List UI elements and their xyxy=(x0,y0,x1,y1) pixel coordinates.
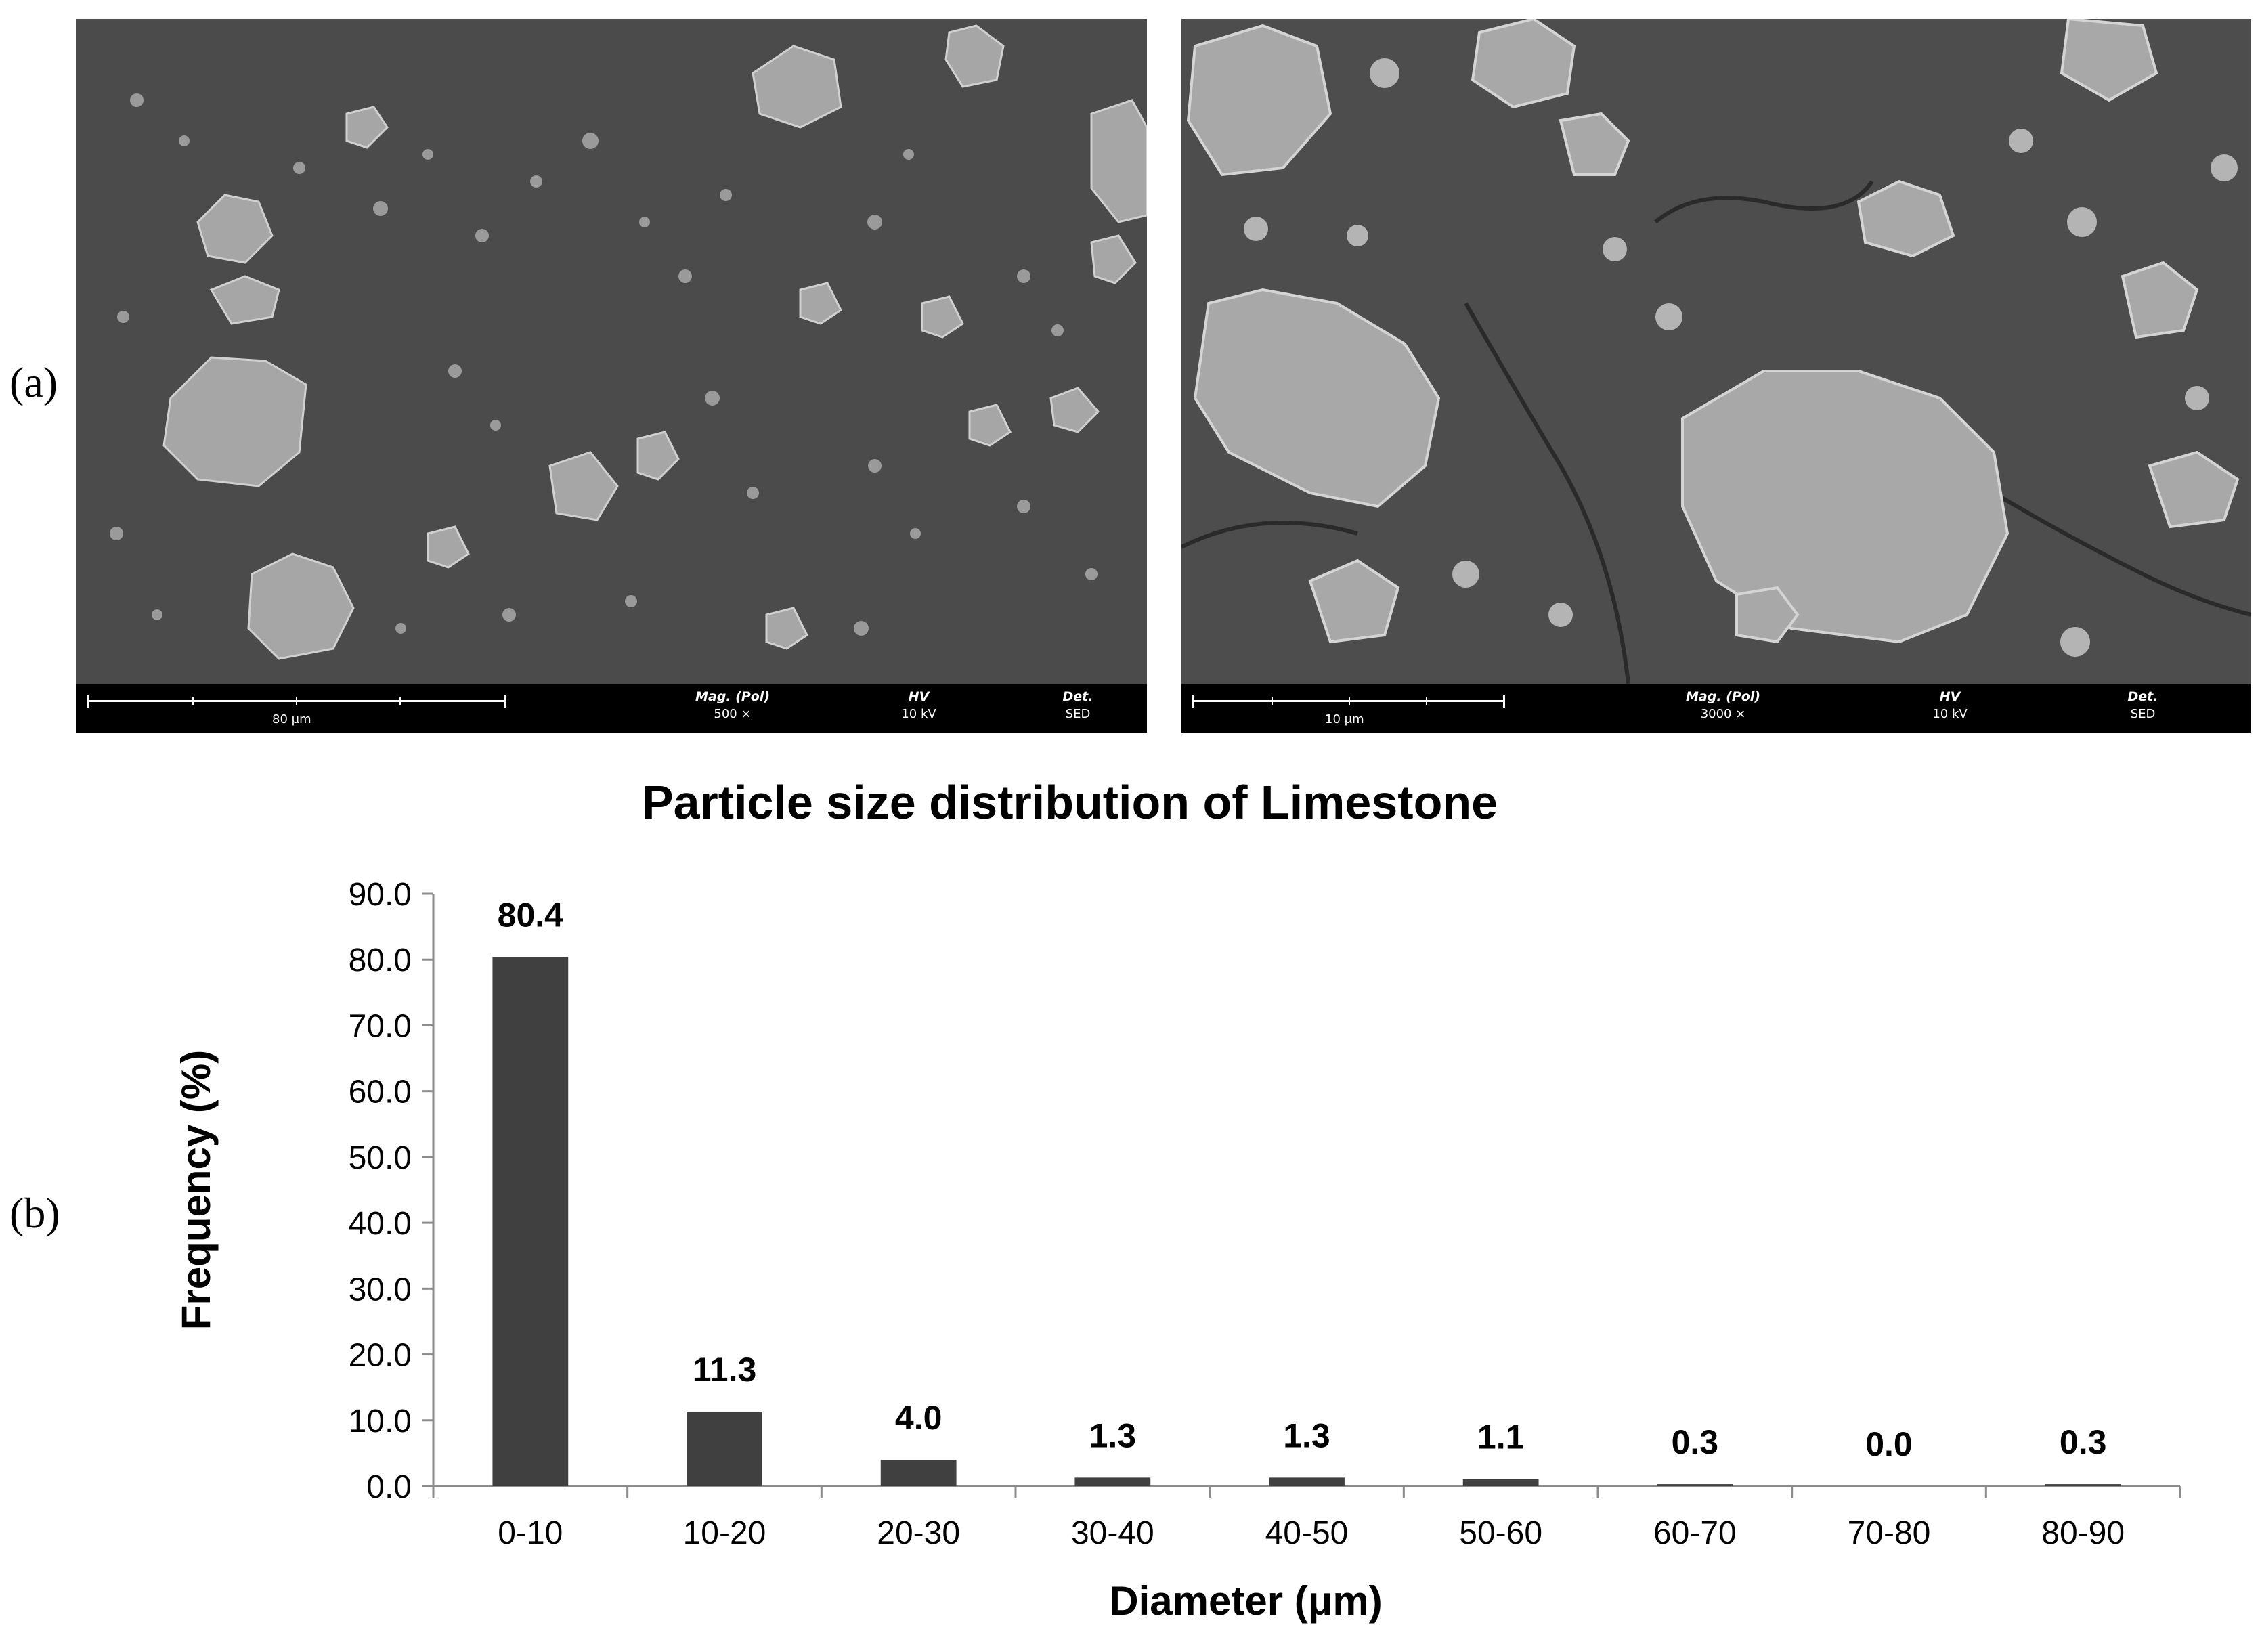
hv-column-left: HV 10 kV xyxy=(868,689,970,721)
bar-chart: 0.0 10.0 20.0 30.0 40.0 50.0 60.0 70.0 80.0 90.0 0… xyxy=(173,877,2181,1624)
y-tick-label: 70.0 xyxy=(349,1008,412,1044)
data-label: 11.3 xyxy=(693,1351,757,1389)
scale-text-right: 10 μm xyxy=(1325,712,1364,726)
x-tick-label: 20-30 xyxy=(877,1515,960,1551)
bar-10-20 xyxy=(687,1412,762,1486)
x-tick-label: 60-70 xyxy=(1653,1515,1737,1551)
y-tick-label: 0.0 xyxy=(366,1469,412,1505)
sem-image-500x: 80 μm Mag. (Pol) 500 × HV 10 kV Det. SED xyxy=(76,19,1147,733)
y-tick-label: 90.0 xyxy=(349,877,412,913)
sem-image-3000x: 10 μm Mag. (Pol) 3000 × HV 10 kV Det. SE… xyxy=(1181,19,2251,733)
x-tick-label: 10-20 xyxy=(683,1515,766,1551)
bar-40-50 xyxy=(1269,1477,1345,1486)
data-label: 0.0 xyxy=(1865,1425,1913,1463)
x-tick-label: 70-80 xyxy=(1848,1515,1931,1551)
x-tick-label: 80-90 xyxy=(2041,1515,2125,1551)
mag-header-left: Mag. (Pol) xyxy=(695,689,770,704)
det-header-right: Det. xyxy=(2127,689,2158,704)
sem-databar-right: 10 μm Mag. (Pol) 3000 × HV 10 kV Det. SE… xyxy=(1181,684,2251,733)
det-header-left: Det. xyxy=(1062,689,1093,704)
sem-particles-left xyxy=(76,19,1147,684)
hv-column-right: HV 10 kV xyxy=(1899,689,2001,721)
data-label: 1.3 xyxy=(1283,1416,1330,1454)
bar-80-90 xyxy=(2045,1484,2121,1486)
y-tick-label: 40.0 xyxy=(349,1206,412,1242)
mag-column-left: Mag. (Pol) 500 × xyxy=(665,689,800,721)
det-column-right: Det. SED xyxy=(2102,689,2183,721)
sem-micrograph-left xyxy=(76,19,1147,684)
y-tick-label: 20.0 xyxy=(349,1338,412,1374)
x-tick-label: 30-40 xyxy=(1071,1515,1154,1551)
mag-header-right: Mag. (Pol) xyxy=(1685,689,1761,704)
data-label: 80.4 xyxy=(498,896,564,934)
bar-60-70 xyxy=(1657,1484,1733,1486)
bar-0-10 xyxy=(492,957,569,1486)
bar-30-40 xyxy=(1074,1477,1151,1486)
bar-20-30 xyxy=(880,1460,957,1486)
y-tick-label: 30.0 xyxy=(349,1271,412,1307)
sem-micrograph-right xyxy=(1181,19,2251,684)
x-axis-title: Diameter (μm) xyxy=(1109,1578,1382,1624)
det-value-left: SED xyxy=(1065,707,1091,721)
x-tick-label: 40-50 xyxy=(1265,1515,1349,1551)
data-label: 0.3 xyxy=(2060,1423,2107,1461)
mag-value-right: 3000 × xyxy=(1700,707,1746,721)
det-value-right: SED xyxy=(2130,707,2156,721)
data-label: 1.1 xyxy=(1477,1418,1525,1456)
y-tick-label: 50.0 xyxy=(349,1140,412,1176)
scale-text-left: 80 μm xyxy=(272,712,311,726)
y-tick-label: 10.0 xyxy=(349,1404,412,1439)
scale-bar-10um xyxy=(1192,695,1505,708)
data-label: 0.3 xyxy=(1672,1423,1719,1461)
data-label: 4.0 xyxy=(895,1399,942,1437)
chart-title: Particle size distribution of Limestone xyxy=(641,776,1498,829)
x-tick-label: 0-10 xyxy=(498,1515,563,1551)
chart-panel: Particle size distribution of Limestone … xyxy=(0,745,2260,1652)
scale-bar-80um xyxy=(87,695,506,708)
hv-header-right: HV xyxy=(1939,689,1961,704)
mag-column-right: Mag. (Pol) 3000 × xyxy=(1655,689,1791,721)
hv-value-right: 10 kV xyxy=(1932,707,1968,721)
y-tick-label: 80.0 xyxy=(349,942,412,978)
bar-50-60 xyxy=(1462,1479,1539,1486)
data-label: 1.3 xyxy=(1089,1416,1137,1454)
sem-databar-left: 80 μm Mag. (Pol) 500 × HV 10 kV Det. SED xyxy=(76,684,1147,733)
sem-particles-right xyxy=(1181,19,2251,684)
hv-header-left: HV xyxy=(908,689,930,704)
y-axis-title: Frequency (%) xyxy=(173,1050,219,1330)
x-tick-label: 50-60 xyxy=(1459,1515,1542,1551)
panel-label-b: (b) xyxy=(9,1189,60,1237)
det-column-left: Det. SED xyxy=(1037,689,1118,721)
panel-label-a: (a) xyxy=(9,358,58,406)
y-tick-label: 60.0 xyxy=(349,1074,412,1110)
mag-value-left: 500 × xyxy=(714,707,752,721)
hv-value-left: 10 kV xyxy=(901,707,936,721)
